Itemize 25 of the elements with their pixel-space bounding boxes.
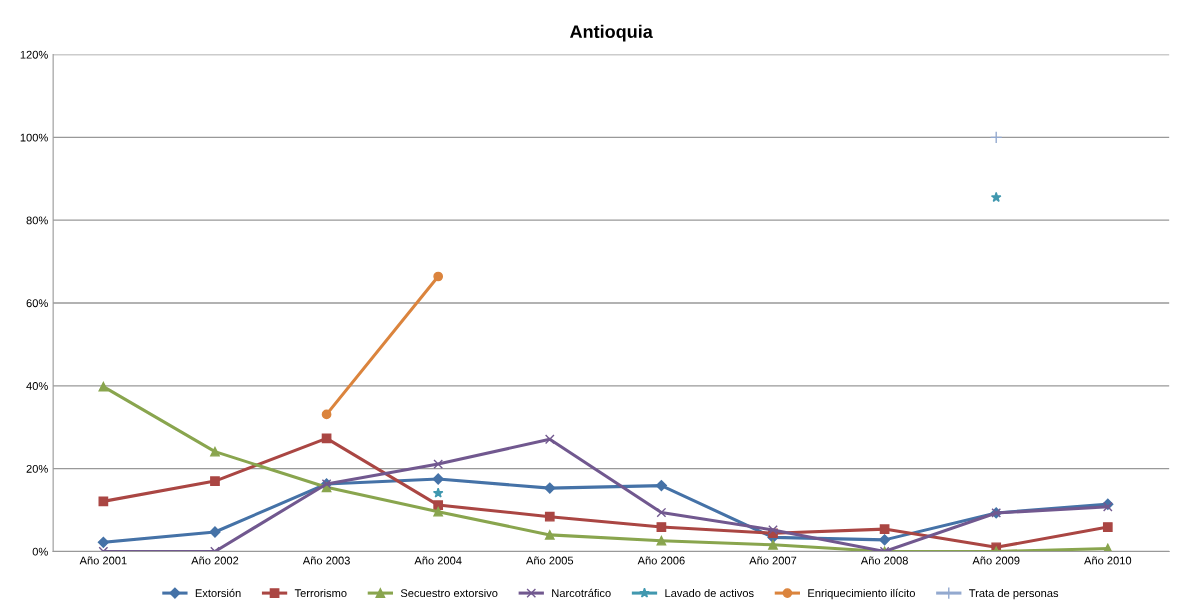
- legend-label: Lavado de activos: [665, 588, 754, 598]
- x-tick-label: Año 2007: [749, 556, 797, 565]
- x-tick-label: Año 2003: [302, 556, 350, 565]
- legend-label: Narcotráfico: [552, 588, 611, 598]
- legend-label: Secuestro extorsivo: [400, 588, 498, 598]
- legend-label: Terrorismo: [294, 588, 347, 598]
- x-tick-label: Año 2005: [526, 556, 574, 565]
- legend-label: Enriquecimiento ilícito: [808, 588, 915, 600]
- y-tick-label: 20%: [26, 464, 48, 473]
- y-tick-label: 60%: [26, 299, 48, 308]
- y-tick-label: 80%: [26, 216, 48, 225]
- y-tick-label: 40%: [26, 382, 48, 390]
- y-tick-label: 100%: [20, 133, 48, 142]
- x-tick-label: Año 2002: [191, 556, 239, 565]
- x-tick-label: Año 2001: [79, 556, 127, 565]
- x-tick-label: Año 2010: [1084, 556, 1132, 565]
- x-tick-label: Año 2004: [414, 556, 462, 565]
- chart-title: Antioquia: [570, 24, 653, 42]
- y-tick-label: 0%: [32, 547, 48, 556]
- x-tick-label: Año 2009: [972, 556, 1020, 565]
- x-tick-label: Año 2008: [860, 556, 908, 565]
- legend-label: Extorsión: [195, 588, 241, 598]
- x-tick-label: Año 2006: [637, 556, 685, 565]
- y-tick-label: 120%: [20, 50, 48, 59]
- legend-label: Trata de personas: [969, 588, 1059, 600]
